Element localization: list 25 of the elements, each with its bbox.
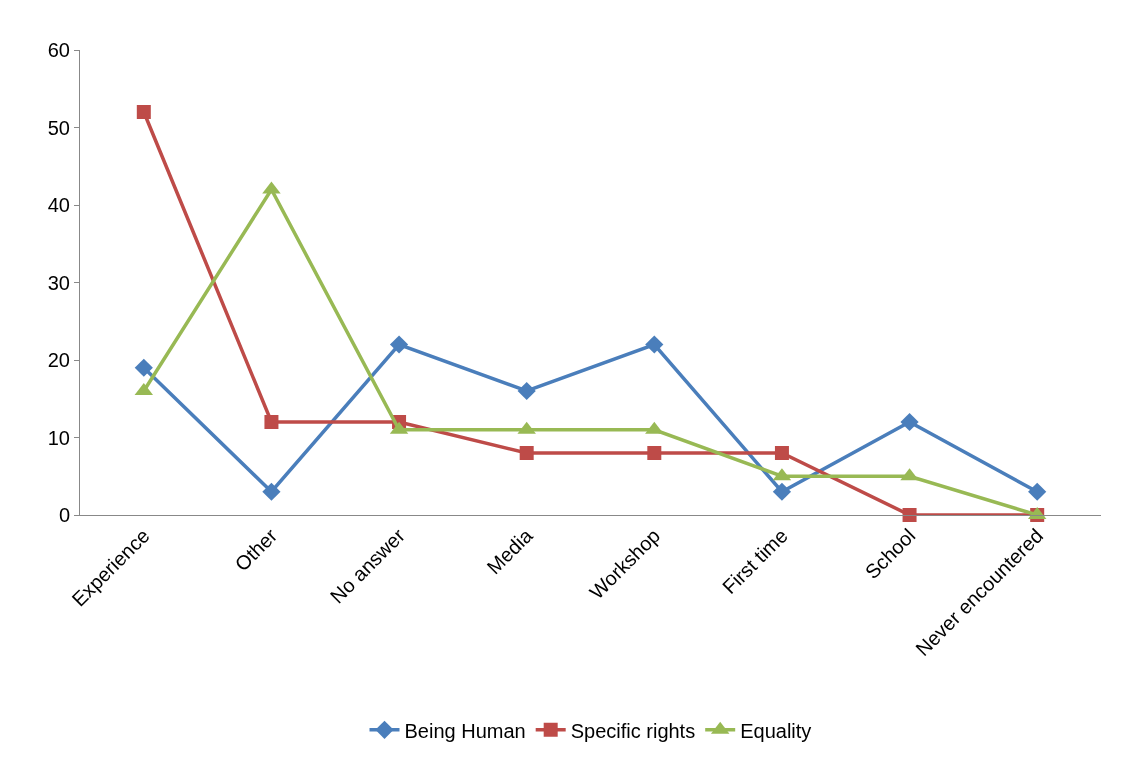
point [517,381,536,401]
x-tick-label: First time [718,524,792,599]
point [389,335,409,354]
point [900,412,919,432]
y-tick-label: 50 [47,116,70,139]
y-tick-label: 20 [47,349,70,371]
legend-label: Specific rights [570,719,696,742]
legend-label: Being Human [404,719,526,742]
point [134,358,153,377]
point [772,482,792,501]
y-tick-label: 0 [58,504,70,526]
point [902,508,917,522]
y-tick-label: 40 [47,194,70,216]
point [519,446,534,460]
point [645,335,664,354]
y-tick-label: 10 [47,426,70,449]
point [262,482,281,501]
point [647,446,662,460]
legend-label: Equality [740,719,812,742]
point [1028,482,1047,501]
y-tick-label: 60 [47,39,70,61]
point [264,415,279,429]
point [136,105,151,119]
point [774,446,789,460]
y-tick-label: 30 [47,271,70,294]
